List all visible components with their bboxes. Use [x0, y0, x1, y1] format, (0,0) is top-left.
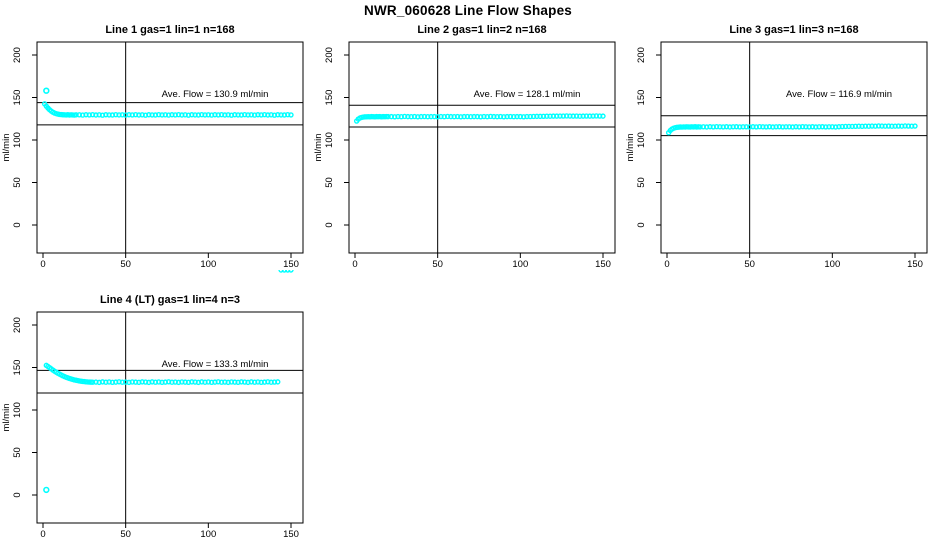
x-tick-label: 0: [40, 259, 45, 270]
y-tick-label: 50: [324, 177, 335, 188]
y-tick-label: 200: [12, 47, 23, 63]
y-tick-label: 200: [12, 317, 23, 333]
plot-box: [36, 311, 304, 524]
x-tick-label: 50: [120, 259, 131, 270]
x-tick-label: 100: [824, 259, 840, 270]
y-axis-label: ml/min: [1, 404, 12, 432]
x-tick-label: 0: [40, 529, 45, 540]
y-axis-label: ml/min: [625, 134, 636, 162]
panel-title: Line 2 gas=1 lin=2 n=168: [417, 24, 546, 36]
y-axis-label: ml/min: [1, 134, 12, 162]
x-tick-label: 50: [744, 259, 755, 270]
x-tick-label: 50: [120, 529, 131, 540]
y-tick-label: 150: [12, 90, 23, 106]
panel-line-2: 0 50 100 150 0 50 100 150 200 ml/min Line 2 gas=1 …: [313, 24, 616, 270]
y-tick-label: 0: [12, 222, 23, 227]
plot-box: [36, 41, 304, 254]
figure-title: NWR_060628 Line Flow Shapes: [364, 3, 572, 18]
plot-box: [660, 41, 928, 254]
y-tick-label: 150: [324, 90, 335, 106]
panel-line-1: 0 50 100 150 0 50 100 150 200 ml/min Line 1 gas=1 …: [1, 24, 304, 270]
y-tick-label: 50: [636, 177, 647, 188]
y-tick-label: 200: [636, 47, 647, 63]
data-point: [284, 270, 291, 273]
panel-title: Line 3 gas=1 lin=3 n=168: [729, 24, 858, 36]
plot-box: [348, 41, 616, 254]
y-tick-label: 0: [12, 492, 23, 497]
x-tick-label: 100: [512, 259, 528, 270]
data-point: [288, 112, 294, 118]
panel-line-3: 0 50 100 150 0 50 100 150 200 ml/min Line 3 gas=1 …: [625, 24, 928, 270]
y-tick-label: 150: [636, 90, 647, 106]
outlier-point: [43, 87, 50, 94]
y-tick-label: 200: [324, 47, 335, 63]
x-tick-label: 150: [595, 259, 611, 270]
data-point: [912, 123, 918, 129]
data-point: [600, 113, 606, 119]
y-tick-label: 100: [12, 132, 23, 148]
ave-flow-annotation: Ave. Flow = 130.9 ml/min: [162, 89, 269, 100]
y-tick-label: 50: [12, 447, 23, 458]
y-tick-label: 100: [12, 402, 23, 418]
data-point: [288, 270, 294, 273]
ave-flow-annotation: Ave. Flow = 116.9 ml/min: [786, 89, 892, 100]
y-tick-label: 150: [12, 360, 23, 376]
outlier-point: [43, 486, 50, 494]
data-point: [278, 270, 284, 273]
y-tick-label: 100: [324, 132, 335, 148]
x-tick-label: 150: [907, 259, 923, 270]
y-tick-label: 0: [636, 222, 647, 227]
x-tick-label: 150: [283, 259, 299, 270]
panel-line-4: 0 50 100 150 0 50 100 150 200 ml/min Line 4 (LT) g…: [1, 270, 304, 540]
x-tick-label: 0: [664, 259, 669, 270]
ave-flow-annotation: Ave. Flow = 128.1 ml/min: [474, 89, 581, 100]
x-tick-label: 0: [352, 259, 357, 270]
panel-title: Line 4 (LT) gas=1 lin=4 n=3: [100, 294, 240, 306]
x-tick-label: 50: [432, 259, 443, 270]
panel-title: Line 1 gas=1 lin=1 n=168: [105, 24, 234, 36]
y-tick-label: 50: [12, 177, 23, 188]
data-point: [281, 270, 288, 273]
ave-flow-annotation: Ave. Flow = 133.3 ml/min: [162, 359, 269, 370]
data-point: [275, 379, 281, 385]
y-tick-label: 100: [636, 132, 647, 148]
y-tick-label: 0: [324, 222, 335, 227]
x-tick-label: 150: [283, 529, 299, 540]
x-tick-label: 100: [200, 259, 216, 270]
x-tick-label: 100: [200, 529, 216, 540]
y-axis-label: ml/min: [313, 134, 324, 162]
